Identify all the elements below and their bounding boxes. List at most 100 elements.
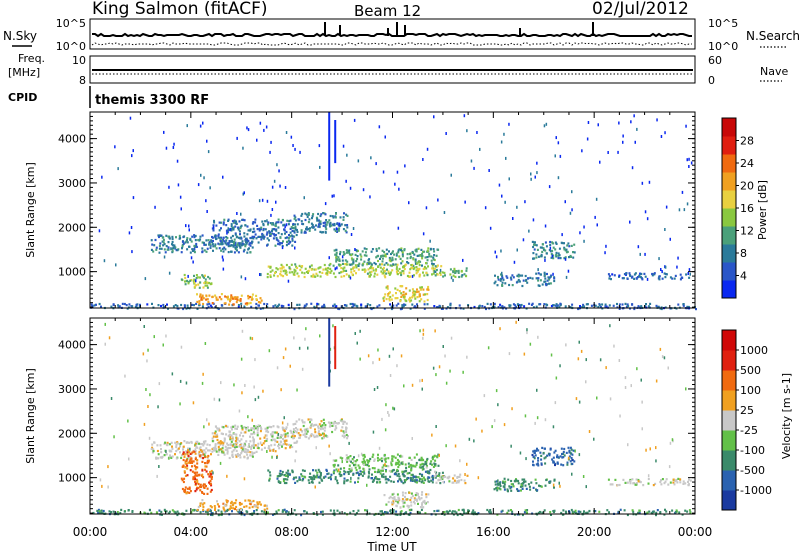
range-gate-cell xyxy=(549,243,552,246)
scatter-cell xyxy=(375,162,377,166)
range-gate-cell xyxy=(451,481,454,484)
scatter-cell xyxy=(284,439,286,443)
range-gate-cell xyxy=(412,290,415,293)
range-gate-cell xyxy=(621,303,624,306)
scatter-cell xyxy=(442,345,444,348)
range-gate-cell xyxy=(421,491,424,494)
range-gate-cell xyxy=(514,304,517,307)
range-gate-cell xyxy=(338,472,341,476)
range-gate-cell xyxy=(244,450,246,453)
range-gate-cell xyxy=(346,460,349,463)
scatter-cell xyxy=(473,166,475,170)
range-gate-cell xyxy=(227,231,230,234)
range-gate-cell xyxy=(236,427,238,430)
range-gate-cell xyxy=(347,472,350,475)
scatter-cell xyxy=(271,185,274,189)
range-gate-cell xyxy=(343,436,346,439)
colorbar-tick-label: -100 xyxy=(740,444,765,457)
range-gate-cell xyxy=(241,240,244,243)
scatter-cell xyxy=(129,116,132,120)
range-gate-cell xyxy=(181,247,183,250)
range-gate-cell xyxy=(240,508,243,512)
scatter-cell xyxy=(190,256,193,260)
range-gate-cell xyxy=(294,223,296,226)
range-gate-cell xyxy=(398,267,401,271)
x-tick-labels: 00:00 04:00 08:00 12:00 16:00 20:00 00:00 xyxy=(73,525,713,539)
range-gate-cell xyxy=(251,296,253,299)
range-gate-cell xyxy=(392,497,395,500)
range-gate-cell xyxy=(385,272,388,275)
scatter-cell xyxy=(466,462,468,466)
range-gate-cell xyxy=(442,476,445,479)
range-gate-cell xyxy=(333,465,336,468)
range-gate-cell xyxy=(195,302,198,305)
scatter-cell xyxy=(299,150,301,154)
range-gate-cell xyxy=(350,460,352,463)
range-gate-cell xyxy=(429,247,432,250)
range-gate-cell xyxy=(443,271,446,274)
range-gate-cell xyxy=(355,469,358,472)
range-gate-cell xyxy=(293,435,296,438)
range-gate-cell xyxy=(214,444,217,447)
range-gate-cell xyxy=(316,513,319,516)
noise-sky-trace xyxy=(92,32,692,38)
range-gate-cell xyxy=(110,305,113,308)
scatter-cell xyxy=(384,463,386,467)
range-gate-cell xyxy=(303,469,306,472)
range-gate-cell xyxy=(228,456,231,460)
range-gate-cell xyxy=(415,266,418,269)
range-gate-cell xyxy=(302,433,305,436)
range-gate-cell xyxy=(226,452,229,455)
range-gate-cell xyxy=(655,304,658,307)
scatter-cell xyxy=(329,347,332,351)
scatter-cell xyxy=(304,337,306,341)
colorbar-swatch xyxy=(722,370,736,391)
range-gate-cell xyxy=(149,508,151,512)
range-gate-cell xyxy=(521,513,524,517)
range-gate-cell xyxy=(384,255,387,258)
range-gate-cell xyxy=(182,448,184,451)
range-gate-cell xyxy=(535,482,538,485)
range-gate-cell xyxy=(544,447,546,450)
range-gate-cell xyxy=(533,451,536,454)
range-gate-cell xyxy=(119,511,122,515)
range-gate-cell xyxy=(189,251,192,254)
range-gate-cell xyxy=(293,217,296,220)
scatter-cell xyxy=(192,260,194,264)
range-gate-cell xyxy=(204,468,207,471)
range-gate-cell xyxy=(227,444,230,447)
range-gate-cell xyxy=(399,506,402,509)
range-gate-cell xyxy=(411,473,414,476)
range-gate-cell xyxy=(329,214,332,218)
range-gate-cell xyxy=(472,511,475,514)
range-gate-cell xyxy=(263,508,266,511)
range-gate-cell xyxy=(171,250,174,253)
scatter-cell xyxy=(189,447,191,451)
range-gate-cell xyxy=(175,457,178,460)
range-gate-cell xyxy=(282,443,285,446)
range-gate-cell xyxy=(631,509,634,512)
scatter-cell xyxy=(646,277,649,281)
scatter-cell xyxy=(524,414,527,418)
range-gate-cell xyxy=(350,257,353,260)
range-gate-cell xyxy=(423,478,426,481)
range-gate-cell xyxy=(214,507,217,510)
range-gate-cell xyxy=(434,463,437,466)
scatter-cell xyxy=(378,357,381,361)
range-gate-cell xyxy=(494,480,497,483)
range-gate-cell xyxy=(368,258,371,261)
range-gate-cell xyxy=(276,477,279,480)
scatter-cell xyxy=(583,225,585,229)
range-gate-cell xyxy=(282,224,285,227)
range-gate-cell xyxy=(218,229,221,232)
range-gate-cell xyxy=(405,466,408,469)
scatter-cell xyxy=(220,381,222,385)
range-gate-cell xyxy=(435,471,438,474)
range-gate-cell xyxy=(416,254,419,257)
range-gate-cell xyxy=(251,222,254,225)
colorbar-swatch xyxy=(722,330,736,351)
scatter-cell xyxy=(212,225,215,229)
range-gate-cell xyxy=(196,446,199,449)
range-gate-cell xyxy=(376,255,379,258)
range-gate-cell xyxy=(422,481,425,484)
